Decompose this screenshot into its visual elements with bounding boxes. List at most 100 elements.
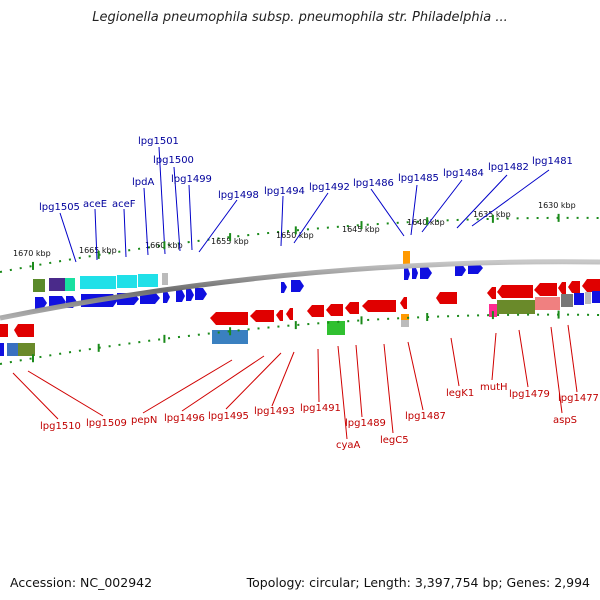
- gene-block: [33, 279, 45, 292]
- bottom-tick-track: [0, 313, 600, 365]
- major-tick: [32, 354, 34, 363]
- gene-label: lpg1499: [171, 174, 212, 185]
- major-tick: [360, 221, 363, 230]
- genome-backbone: [0, 259, 600, 321]
- accession-label: Accession: NC_002942: [10, 575, 153, 590]
- gene-arrow: [558, 282, 566, 294]
- scale-label: 1645 kbp: [342, 225, 380, 234]
- gene-block: [535, 297, 560, 310]
- scale-label: 1655 kbp: [211, 237, 249, 246]
- bottom-gene-labels: lpg1510 lpg1509 pepN lpg1496 lpg1495 lpg…: [40, 382, 599, 451]
- gene-label: lpg1500: [153, 155, 194, 166]
- gene-arrow: [534, 283, 557, 296]
- gene-block: [574, 293, 584, 305]
- gene-label: cyaA: [336, 440, 361, 451]
- major-tick: [360, 316, 363, 325]
- gene-arrow: [276, 310, 283, 321]
- gene-arrow: [307, 305, 324, 317]
- gene-block: [212, 330, 248, 344]
- gene-block: [18, 343, 35, 356]
- gene-label: lpg1494: [264, 186, 305, 197]
- major-tick: [426, 217, 429, 226]
- gene-arrow: [176, 290, 185, 302]
- major-tick: [32, 261, 34, 270]
- gene-block: [49, 278, 65, 291]
- top-gene-labels: lpg1505 aceE aceF lpdA lpg1501 lpg1500 l…: [39, 136, 573, 213]
- gene-label: legK1: [446, 388, 474, 399]
- gene-block: [65, 278, 75, 291]
- gene-arrow: [412, 268, 418, 279]
- gene-arrow: [345, 302, 359, 314]
- major-tick: [163, 241, 166, 250]
- gene-label: lpg1501: [138, 136, 179, 147]
- gene-arrow: [326, 304, 343, 316]
- major-tick: [294, 321, 297, 330]
- gene-block: [7, 343, 18, 356]
- gene-label: lpg1505: [39, 202, 80, 213]
- gene-block: [561, 294, 573, 307]
- gene-block: [401, 320, 409, 327]
- gene-block: [80, 276, 116, 289]
- gene-arrow: [455, 264, 466, 276]
- gene-label: lpg1496: [164, 413, 205, 424]
- major-tick: [163, 334, 166, 343]
- genome-summary: Topology: circular; Length: 3,397,754 bp…: [246, 575, 590, 590]
- gene-label: aceE: [83, 199, 107, 210]
- gene-block: [592, 291, 600, 303]
- gene-arrow: [14, 324, 34, 337]
- gene-label: lpg1486: [353, 178, 394, 189]
- major-tick: [426, 313, 429, 322]
- scale-label: 1630 kbp: [538, 201, 576, 210]
- gene-arrow: [436, 292, 457, 304]
- gene-label: lpg1484: [443, 168, 484, 179]
- major-tick: [557, 213, 560, 222]
- gene-block: [585, 292, 591, 304]
- gene-label: legC5: [380, 435, 409, 446]
- gene-block: [162, 273, 168, 285]
- gene-label: lpg1487: [405, 411, 446, 422]
- top-major-ticks: [32, 213, 560, 270]
- gene-arrow: [487, 287, 496, 299]
- gene-arrow: [35, 297, 47, 309]
- gene-label: lpg1489: [345, 418, 386, 429]
- gene-block: [138, 274, 158, 287]
- gene-label: aceF: [112, 199, 136, 210]
- gene-block: [0, 343, 4, 356]
- gene-label: lpg1492: [309, 182, 350, 193]
- gene-block: [489, 304, 497, 317]
- gene-label: lpg1477: [558, 393, 599, 404]
- reverse-genes: [0, 279, 600, 356]
- gene-label: lpg1491: [300, 403, 341, 414]
- gene-label: lpg1481: [532, 156, 573, 167]
- scale-label: 1665 kbp: [79, 246, 117, 255]
- gene-label: mutH: [480, 382, 508, 393]
- major-tick: [491, 214, 494, 223]
- scale-label: 1650 kbp: [276, 231, 314, 240]
- gene-label: lpg1493: [254, 406, 295, 417]
- scale-label: 1640 kbp: [407, 218, 445, 227]
- map-title: Legionella pneumophila subsp. pneumophil…: [92, 10, 508, 25]
- gene-label: lpg1482: [488, 162, 529, 173]
- major-tick: [294, 226, 297, 235]
- scale-label: 1635 kbp: [473, 210, 511, 219]
- major-tick: [557, 310, 560, 319]
- gene-label: lpg1509: [86, 418, 127, 429]
- gene-label: lpg1510: [40, 421, 81, 432]
- gene-label: pepN: [131, 415, 157, 426]
- major-tick: [229, 327, 232, 336]
- gene-arrow: [286, 308, 293, 320]
- gene-label: lpg1479: [509, 389, 550, 400]
- gene-block: [327, 321, 345, 335]
- gene-block: [401, 314, 409, 320]
- gene-arrow: [497, 285, 533, 298]
- gene-label: lpg1495: [208, 411, 249, 422]
- gene-arrow: [362, 300, 396, 312]
- gene-arrow: [404, 268, 410, 280]
- major-tick: [97, 343, 100, 352]
- gene-arrow: [568, 281, 580, 293]
- bottom-major-ticks: [32, 310, 560, 363]
- gene-arrow: [195, 288, 207, 300]
- scale-label: 1670 kbp: [13, 249, 51, 258]
- bottom-leader-lines: [12, 324, 578, 440]
